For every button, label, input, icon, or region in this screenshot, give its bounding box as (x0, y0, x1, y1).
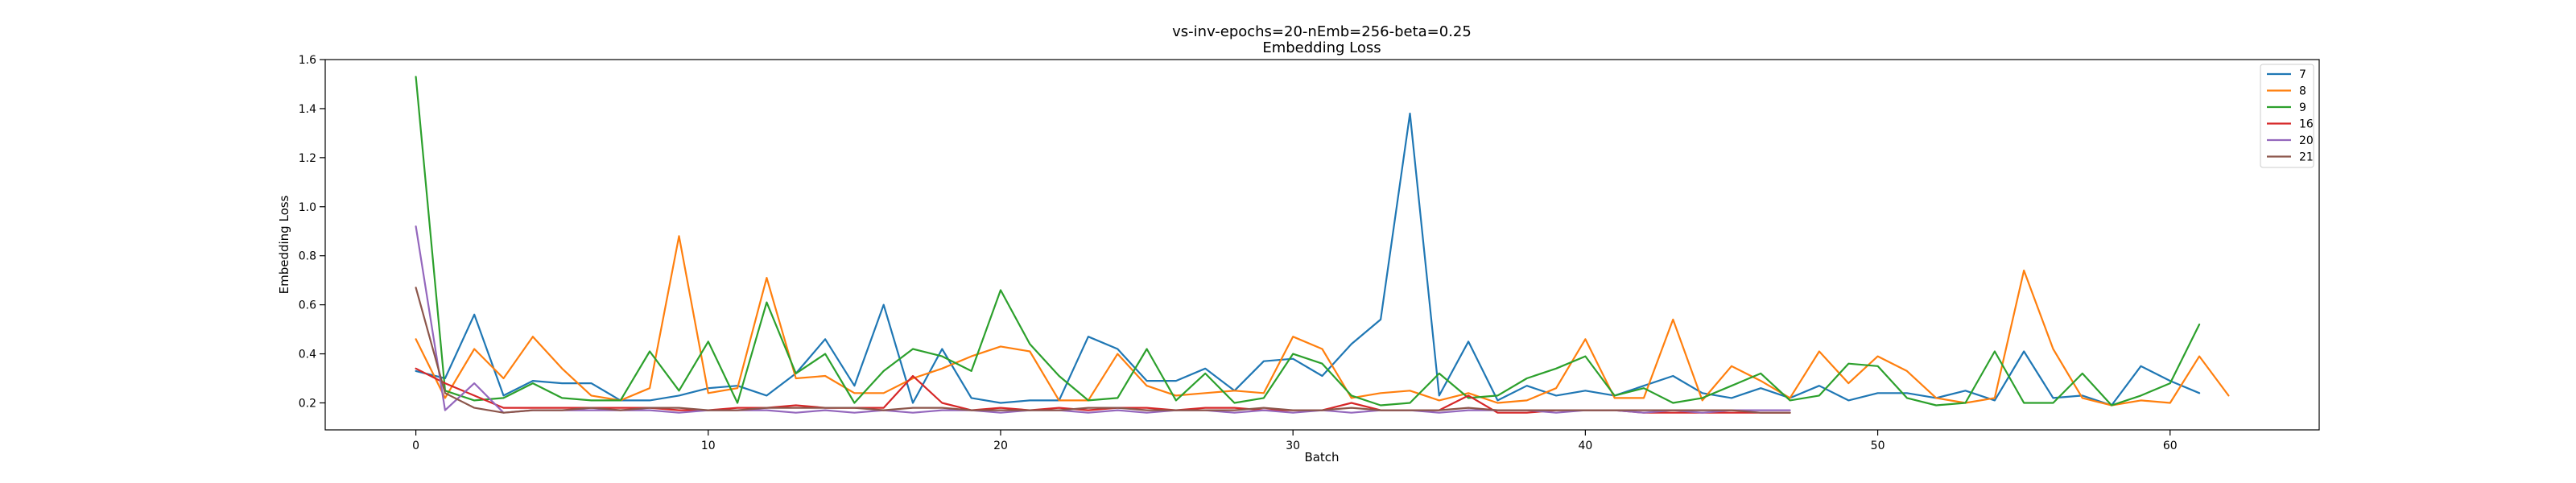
x-tick-label: 60 (2163, 440, 2178, 452)
series-line-21 (415, 287, 1791, 414)
y-tick-label: 1.6 (299, 54, 316, 67)
legend: 7 8 9 16 20 21 (2260, 64, 2314, 168)
legend-entries: 7 8 9 16 20 21 (2267, 68, 2314, 164)
x-tick-label: 50 (1871, 440, 1885, 452)
legend-label-21: 21 (2299, 151, 2314, 164)
plot-area-frame (324, 59, 2320, 431)
legend-label-7: 7 (2299, 68, 2306, 81)
y-tick-label: 0.6 (299, 299, 316, 312)
x-axis-label: Batch (1304, 450, 1339, 464)
legend-label-20: 20 (2299, 134, 2314, 147)
series-line-20 (415, 225, 1791, 414)
y-tick-label: 1.0 (299, 201, 316, 214)
y-tick-label: 0.4 (299, 349, 316, 361)
x-axis-ticks: 0 10 20 30 40 50 60 (412, 430, 2178, 452)
chart-title: vs-inv-epochs=20-nEmb=256-beta=0.25 (1172, 23, 1472, 40)
x-tick-label: 10 (701, 440, 716, 452)
y-tick-label: 1.4 (299, 103, 316, 116)
x-tick-label: 40 (1578, 440, 1592, 452)
chart-subtitle: Embedding Loss (1262, 39, 1381, 56)
legend-label-9: 9 (2299, 101, 2306, 114)
plot-series-group (415, 76, 2230, 414)
y-axis-ticks: 0.2 0.4 0.6 0.8 1.0 1.2 1.4 1.6 (299, 54, 325, 410)
series-line-8 (415, 235, 2230, 407)
x-tick-label: 30 (1286, 440, 1300, 452)
series-line-9 (415, 76, 2201, 407)
y-axis-label: Embedding Loss (277, 195, 291, 294)
x-tick-label: 0 (412, 440, 419, 452)
legend-label-8: 8 (2299, 85, 2306, 98)
y-tick-label: 1.2 (299, 152, 316, 165)
y-tick-label: 0.8 (299, 250, 316, 263)
y-tick-label: 0.2 (299, 397, 316, 410)
legend-label-16: 16 (2299, 118, 2314, 131)
x-tick-label: 20 (993, 440, 1008, 452)
